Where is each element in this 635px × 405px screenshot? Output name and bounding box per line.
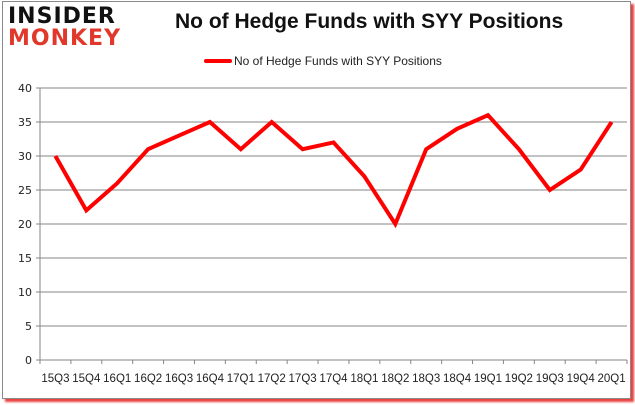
x-tick-label: 19Q3	[536, 373, 564, 385]
x-tick-label: 19Q1	[474, 373, 502, 385]
y-tick-label: 15	[18, 252, 32, 265]
y-tick-label: 10	[18, 286, 32, 299]
gridlines	[40, 87, 627, 327]
y-axis: 0 5 10 15 20 25 30 35 40	[18, 82, 41, 367]
x-tick-label: 16Q2	[134, 373, 162, 385]
y-tick-label: 30	[18, 150, 32, 163]
x-tick-label: 15Q3	[41, 373, 69, 385]
x-axis: 15Q3 15Q4 16Q1 16Q2 16Q3 16Q4 17Q1 17Q2 17Q3 17Q4…	[39, 359, 628, 385]
y-tick-label: 20	[18, 218, 32, 231]
series-line	[53, 112, 614, 229]
x-tick-label: 17Q3	[289, 373, 317, 385]
y-tick-label: 5	[25, 320, 32, 333]
chart-frame	[2, 1, 631, 399]
y-tick-label: 40	[18, 82, 32, 95]
x-tick-label: 18Q1	[350, 373, 378, 385]
x-tick-label: 18Q2	[381, 373, 409, 385]
x-tick-label: 18Q4	[443, 373, 472, 385]
logo-line-1: INSIDER	[8, 4, 116, 29]
logo-line-2: MONKEY	[8, 26, 122, 51]
x-tick-label: 20Q1	[597, 373, 625, 385]
legend: No of Hedge Funds with SYY Positions	[204, 53, 442, 69]
x-tick-label: 17Q2	[258, 373, 286, 385]
y-tick-label: 25	[18, 184, 32, 197]
legend-line-swatch-icon	[204, 59, 232, 63]
y-tick-label: 0	[25, 354, 32, 367]
insider-monkey-logo: INSIDER MONKEY	[8, 6, 148, 50]
chart-title: No of Hedge Funds with SYY Positions	[175, 10, 564, 33]
x-tick-label: 16Q1	[103, 373, 131, 385]
x-tick-label: 16Q3	[165, 373, 193, 385]
y-tick-label: 35	[18, 116, 32, 129]
x-tick-label: 16Q4	[196, 373, 225, 385]
legend-label: No of Hedge Funds with SYY Positions	[234, 54, 442, 68]
x-tick-label: 15Q4	[72, 373, 101, 385]
x-tick-label: 18Q3	[412, 373, 440, 385]
x-tick-label: 19Q4	[567, 373, 596, 385]
x-tick-label: 17Q1	[227, 373, 255, 385]
x-tick-label: 19Q2	[505, 373, 533, 385]
x-tick-label: 17Q4	[319, 373, 348, 385]
